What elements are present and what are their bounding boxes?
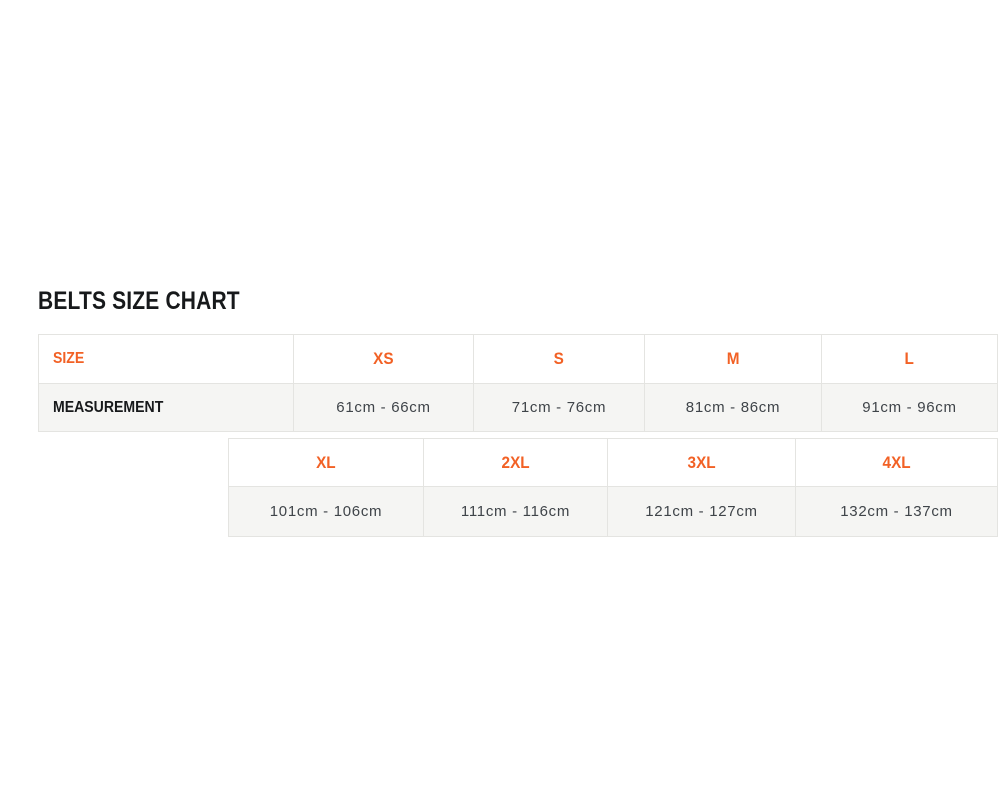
size-header-cell-2xl: 2XL xyxy=(424,439,608,487)
measurement-value-2xl: 111cm - 116cm xyxy=(460,503,571,520)
measurement-cell-l: 91cm - 96cm xyxy=(822,384,998,432)
page-title: BELTS SIZE CHART xyxy=(38,287,240,315)
size-header-s: S xyxy=(553,349,565,368)
size-header-cell-xs: XS xyxy=(294,335,474,384)
measurement-value-3xl: 121cm - 127cm xyxy=(645,503,758,520)
measurement-row-label-cell: MEASUREMENT xyxy=(39,384,294,432)
measurement-value-4xl: 132cm - 137cm xyxy=(840,503,953,520)
size-header-cell-xl: XL xyxy=(229,439,424,487)
measurement-cell-2xl: 111cm - 116cm xyxy=(424,487,608,537)
measurement-cell-3xl: 121cm - 127cm xyxy=(608,487,796,537)
size-header-cell-m: M xyxy=(645,335,822,384)
measurement-cell-xs: 61cm - 66cm xyxy=(294,384,474,432)
size-header-3xl: 3XL xyxy=(687,452,716,472)
measurement-value-m: 81cm - 86cm xyxy=(685,399,781,416)
measurement-cell-m: 81cm - 86cm xyxy=(645,384,822,432)
belts-size-table-secondary: XL 2XL 3XL 4XL 101cm - 106cm 111cm - 116… xyxy=(228,438,998,537)
measurement-cell-xl: 101cm - 106cm xyxy=(229,487,424,537)
size-row-label: SIZE xyxy=(53,350,85,367)
measurement-cell-4xl: 132cm - 137cm xyxy=(796,487,998,537)
size-header-4xl: 4XL xyxy=(882,452,911,472)
measurement-value-s: 71cm - 76cm xyxy=(511,399,607,416)
size-header-cell-l: L xyxy=(822,335,998,384)
measurement-value-xl: 101cm - 106cm xyxy=(269,503,383,520)
size-header-m: M xyxy=(726,349,740,368)
size-header-l: L xyxy=(904,349,915,368)
size-header-cell-3xl: 3XL xyxy=(608,439,796,487)
size-header-xs: XS xyxy=(373,349,394,368)
size-header-2xl: 2XL xyxy=(501,452,530,472)
size-row-label-cell: SIZE xyxy=(39,335,294,384)
measurement-value-l: 91cm - 96cm xyxy=(862,399,957,416)
belts-size-table-primary: SIZE XS S M L MEASUREMENT 61cm - 66cm 71… xyxy=(38,334,998,432)
measurement-value-xs: 61cm - 66cm xyxy=(336,399,431,416)
size-header-cell-s: S xyxy=(474,335,645,384)
size-header-xl: XL xyxy=(316,452,336,472)
measurement-row-label: MEASUREMENT xyxy=(53,398,164,416)
measurement-cell-s: 71cm - 76cm xyxy=(474,384,645,432)
size-header-cell-4xl: 4XL xyxy=(796,439,998,487)
